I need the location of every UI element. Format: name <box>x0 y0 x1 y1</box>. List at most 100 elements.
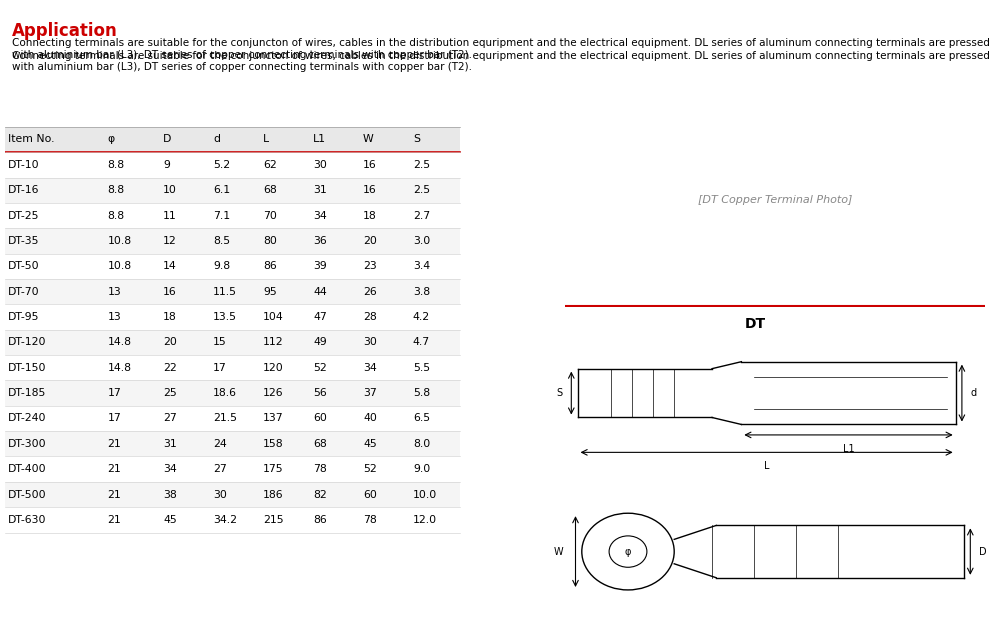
Text: 9: 9 <box>163 160 170 170</box>
Text: 44: 44 <box>313 287 327 297</box>
Text: S: S <box>413 134 420 145</box>
Text: 45: 45 <box>163 515 177 525</box>
Text: 52: 52 <box>363 464 377 474</box>
Text: Item No.: Item No. <box>8 134 54 145</box>
Text: d: d <box>970 388 976 398</box>
Text: 25: 25 <box>163 388 177 398</box>
Text: 3.4: 3.4 <box>413 261 430 271</box>
Text: 215: 215 <box>263 515 284 525</box>
Text: 8.5: 8.5 <box>213 236 230 246</box>
Text: 8.8: 8.8 <box>108 210 125 221</box>
Text: 31: 31 <box>163 439 177 449</box>
Text: 16: 16 <box>363 160 377 170</box>
Text: 23: 23 <box>363 261 377 271</box>
Text: 18.6: 18.6 <box>213 388 237 398</box>
Text: 17: 17 <box>213 363 227 373</box>
Text: 3.8: 3.8 <box>413 287 430 297</box>
Text: 56: 56 <box>313 388 327 398</box>
Text: Connecting terminals are suitable for the conjuncton of wires, cables in the dis: Connecting terminals are suitable for th… <box>12 38 990 60</box>
Text: DT-500: DT-500 <box>8 489 46 500</box>
Text: Application: Application <box>12 22 118 40</box>
Bar <box>5 406 460 431</box>
Text: DT-50: DT-50 <box>8 261 39 271</box>
Text: 8.0: 8.0 <box>413 439 430 449</box>
Text: 78: 78 <box>363 515 377 525</box>
Bar <box>5 456 460 482</box>
Text: W: W <box>553 547 563 557</box>
Text: 17: 17 <box>108 413 121 424</box>
Text: 158: 158 <box>263 439 284 449</box>
Text: 120: 120 <box>263 363 284 373</box>
Bar <box>5 355 460 380</box>
Text: 10.8: 10.8 <box>108 236 132 246</box>
Text: 31: 31 <box>313 185 327 195</box>
Text: 78: 78 <box>313 464 327 474</box>
Text: DT-70: DT-70 <box>8 287 39 297</box>
Text: 86: 86 <box>313 515 327 525</box>
Text: D: D <box>979 547 986 557</box>
Text: 5.8: 5.8 <box>413 388 430 398</box>
Bar <box>5 380 460 406</box>
Text: 20: 20 <box>163 337 177 347</box>
Text: S: S <box>557 388 563 398</box>
Text: DT-630: DT-630 <box>8 515 46 525</box>
Text: φ: φ <box>108 134 115 145</box>
Text: 86: 86 <box>263 261 277 271</box>
Text: 30: 30 <box>213 489 227 500</box>
Text: DT-10: DT-10 <box>8 160 39 170</box>
Text: DT-240: DT-240 <box>8 413 46 424</box>
Text: 37: 37 <box>363 388 377 398</box>
Text: DT-120: DT-120 <box>8 337 46 347</box>
Text: 45: 45 <box>363 439 377 449</box>
Text: 21: 21 <box>108 515 121 525</box>
Bar <box>5 279 460 304</box>
Text: 47: 47 <box>313 312 327 322</box>
Text: 34: 34 <box>163 464 177 474</box>
Text: 18: 18 <box>163 312 177 322</box>
Text: 104: 104 <box>263 312 284 322</box>
Text: [DT Copper Terminal Photo]: [DT Copper Terminal Photo] <box>698 195 852 205</box>
Text: 34: 34 <box>363 363 377 373</box>
Text: DT-95: DT-95 <box>8 312 39 322</box>
Text: 30: 30 <box>363 337 377 347</box>
Text: 30: 30 <box>313 160 327 170</box>
Bar <box>5 203 460 228</box>
Text: DT-400: DT-400 <box>8 464 46 474</box>
Text: 3.0: 3.0 <box>413 236 430 246</box>
Text: 10.0: 10.0 <box>413 489 437 500</box>
Text: 20: 20 <box>363 236 377 246</box>
Text: 7.1: 7.1 <box>213 210 230 221</box>
Bar <box>5 330 460 355</box>
Text: 186: 186 <box>263 489 284 500</box>
Text: DT-16: DT-16 <box>8 185 39 195</box>
Bar <box>5 127 460 152</box>
Text: 49: 49 <box>313 337 327 347</box>
Text: 24: 24 <box>213 439 227 449</box>
Text: D: D <box>163 134 172 145</box>
Text: 52: 52 <box>313 363 327 373</box>
Text: 82: 82 <box>313 489 327 500</box>
Text: 26: 26 <box>363 287 377 297</box>
Text: L: L <box>263 134 269 145</box>
Text: 14: 14 <box>163 261 177 271</box>
Text: 6.1: 6.1 <box>213 185 230 195</box>
Text: 39: 39 <box>313 261 327 271</box>
Text: 36: 36 <box>313 236 327 246</box>
Text: 62: 62 <box>263 160 277 170</box>
Text: 21: 21 <box>108 439 121 449</box>
Text: 27: 27 <box>163 413 177 424</box>
Text: 2.5: 2.5 <box>413 160 430 170</box>
Text: 60: 60 <box>363 489 377 500</box>
Text: 22: 22 <box>163 363 177 373</box>
Text: 9.0: 9.0 <box>413 464 430 474</box>
Bar <box>5 431 460 456</box>
Text: L1: L1 <box>313 134 326 145</box>
Text: 16: 16 <box>163 287 177 297</box>
Text: 137: 137 <box>263 413 284 424</box>
Text: 21: 21 <box>108 464 121 474</box>
Bar <box>5 228 460 254</box>
Text: 175: 175 <box>263 464 284 474</box>
Text: 18: 18 <box>363 210 377 221</box>
Text: 8.8: 8.8 <box>108 185 125 195</box>
Text: 70: 70 <box>263 210 277 221</box>
